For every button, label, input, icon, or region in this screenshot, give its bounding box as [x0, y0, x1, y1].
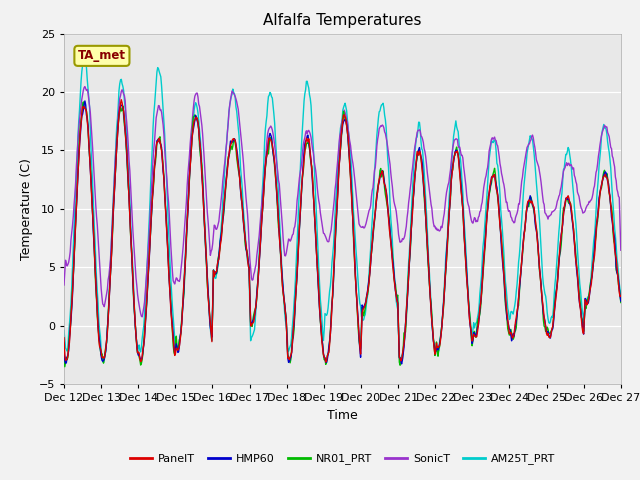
Y-axis label: Temperature (C): Temperature (C) — [20, 158, 33, 260]
Text: TA_met: TA_met — [78, 49, 126, 62]
X-axis label: Time: Time — [327, 408, 358, 421]
Title: Alfalfa Temperatures: Alfalfa Temperatures — [263, 13, 422, 28]
Legend: PanelT, HMP60, NR01_PRT, SonicT, AM25T_PRT: PanelT, HMP60, NR01_PRT, SonicT, AM25T_P… — [125, 449, 559, 469]
